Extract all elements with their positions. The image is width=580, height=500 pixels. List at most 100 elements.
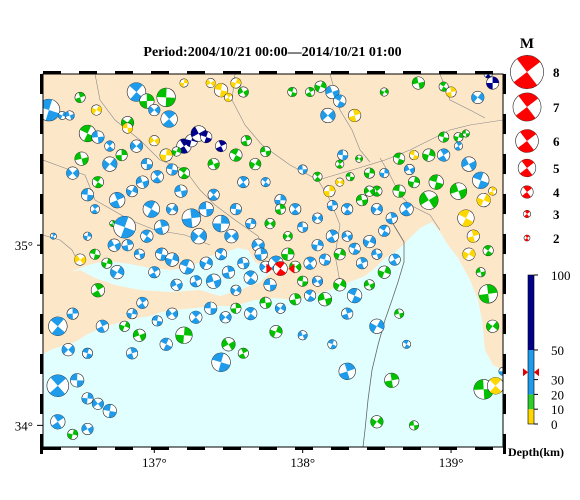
focal-mechanism	[482, 245, 494, 257]
focal-mechanism	[476, 193, 491, 208]
magnitude-legend-label: 6	[553, 134, 560, 149]
focal-mechanism	[363, 185, 375, 197]
focal-mechanism	[287, 87, 298, 97]
focal-mechanism	[461, 129, 470, 138]
focal-mechanism	[320, 107, 336, 124]
depth-color-band	[528, 275, 534, 350]
focal-mechanism	[498, 366, 503, 376]
trough-line	[362, 221, 405, 447]
focal-mechanism	[297, 164, 308, 175]
focal-mechanism	[132, 328, 146, 342]
focal-mechanism	[48, 316, 68, 336]
focal-mechanism	[338, 362, 356, 380]
focal-mechanism	[260, 177, 271, 188]
focal-mechanism	[237, 347, 249, 359]
focal-mechanism	[445, 86, 457, 98]
focal-mechanism	[312, 275, 324, 287]
frame-tick	[43, 71, 61, 74]
magnitude-legend-symbol	[523, 210, 531, 218]
focal-mechanism	[74, 151, 89, 166]
focal-mechanism	[348, 242, 361, 255]
frame-tick	[439, 71, 457, 74]
frame-tick	[40, 194, 43, 214]
focal-mechanism	[318, 253, 331, 266]
focal-mechanism	[219, 311, 232, 324]
magnitude-legend-label: 7	[553, 100, 560, 115]
focal-mechanism	[199, 256, 213, 270]
focal-mechanism	[274, 203, 286, 215]
focal-mechanism	[438, 131, 450, 143]
focal-mechanism	[363, 167, 375, 179]
depth-color-band	[528, 350, 534, 395]
focal-mechanism	[483, 74, 493, 79]
focal-mechanism	[126, 308, 138, 320]
frame-tick	[79, 71, 97, 74]
focal-mechanism	[230, 284, 242, 296]
focal-mechanism	[486, 319, 500, 333]
focal-mechanism	[91, 130, 105, 144]
lon-tick-label: 137°	[142, 455, 167, 470]
focal-mechanism	[335, 177, 345, 187]
focal-mechanism	[438, 81, 449, 92]
map-area	[43, 74, 503, 447]
focal-mechanism	[337, 149, 349, 161]
focal-mechanism	[107, 238, 121, 252]
focal-mechanism	[311, 239, 324, 252]
focal-mechanism	[379, 168, 390, 179]
mainshock-beachball	[273, 261, 288, 276]
focal-mechanism	[289, 203, 302, 216]
focal-mechanism	[166, 203, 179, 216]
focal-mechanism	[166, 163, 179, 176]
frame-tick	[475, 71, 493, 74]
focal-mechanism	[453, 132, 464, 143]
focal-mechanism	[74, 91, 86, 103]
lon-tick-label: 138°	[290, 455, 315, 470]
focal-mechanism	[102, 403, 117, 419]
frame-tick	[40, 274, 43, 294]
frame-tick	[223, 447, 241, 450]
focal-mechanism	[221, 265, 236, 279]
focal-mechanism	[90, 104, 102, 116]
focal-mechanism	[140, 158, 153, 171]
focal-mechanism	[305, 87, 316, 97]
focal-mechanism	[126, 347, 139, 360]
frame-tick	[503, 314, 506, 334]
frame-tick	[223, 71, 241, 74]
focal-mechanism	[326, 200, 338, 212]
magnitude-legend-symbol	[523, 234, 531, 242]
focal-mechanism	[166, 307, 179, 320]
focal-mechanism	[486, 76, 500, 90]
focal-mechanism	[362, 235, 376, 249]
frame-tick	[40, 314, 43, 334]
focal-mechanism	[66, 166, 80, 180]
focal-mechanism	[159, 337, 173, 351]
focal-mechanism	[385, 212, 398, 225]
focal-mechanism	[70, 373, 85, 388]
focal-mechanism	[303, 256, 317, 270]
focal-mechanism	[264, 218, 276, 230]
focal-mechanism	[121, 239, 134, 252]
focal-mechanism	[245, 218, 257, 230]
focal-mechanism	[317, 292, 332, 307]
focal-mechanism	[206, 273, 222, 289]
map-frame-ticks	[40, 71, 506, 454]
magnitude-legend-symbol	[510, 55, 544, 89]
focal-mechanism	[171, 146, 182, 157]
focal-mechanism	[454, 141, 463, 151]
focal-mechanism	[221, 337, 236, 352]
focal-mechanism	[83, 231, 92, 241]
focal-mechanism	[237, 176, 250, 189]
focal-mechanism	[119, 320, 131, 332]
focal-mechanism	[151, 315, 163, 327]
focal-mechanism	[148, 135, 160, 147]
focal-mechanism	[379, 87, 389, 97]
lat-tick-label: 34°	[15, 418, 33, 433]
focal-mechanism	[64, 110, 75, 121]
focal-mechanism	[392, 184, 406, 198]
focal-mechanism	[388, 253, 401, 266]
focal-mechanism	[466, 229, 480, 243]
depth-tick-label: 0	[551, 417, 558, 432]
focal-mechanism	[428, 174, 444, 190]
focal-mechanism	[148, 266, 161, 279]
frame-tick	[40, 434, 43, 454]
